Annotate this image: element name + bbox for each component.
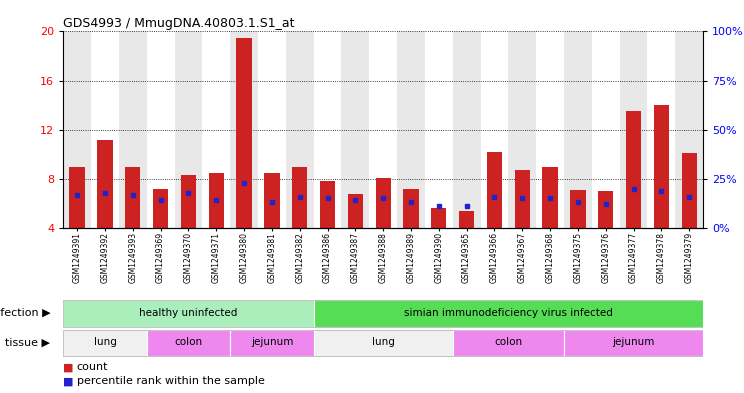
Bar (397, 31, 425, 228)
Text: ■: ■ (63, 376, 74, 386)
Bar (264, 173, 280, 228)
Bar (626, 111, 641, 228)
Bar (230, 31, 258, 228)
Bar (403, 189, 419, 228)
Text: jejunum: jejunum (251, 337, 293, 347)
Bar (341, 31, 369, 228)
Bar (452, 330, 564, 356)
Text: GDS4993 / MmugDNA.40803.1.S1_at: GDS4993 / MmugDNA.40803.1.S1_at (63, 17, 295, 30)
Bar (292, 167, 307, 228)
Bar (286, 31, 314, 228)
Bar (347, 193, 363, 228)
Text: colon: colon (174, 337, 202, 347)
Bar (230, 330, 314, 356)
Bar (564, 31, 591, 228)
Bar (676, 31, 703, 228)
Bar (459, 211, 474, 228)
Bar (682, 153, 697, 228)
Bar (508, 31, 536, 228)
Bar (63, 330, 147, 356)
Bar (69, 167, 85, 228)
Bar (542, 167, 558, 228)
Bar (147, 330, 230, 356)
Bar (425, 31, 452, 228)
Bar (119, 31, 147, 228)
Bar (97, 140, 112, 228)
Bar (314, 330, 452, 356)
Bar (620, 31, 647, 228)
Bar (376, 178, 391, 228)
Bar (258, 31, 286, 228)
Bar (181, 175, 196, 228)
Bar (125, 167, 141, 228)
Bar (654, 105, 669, 228)
Bar (647, 31, 676, 228)
Bar (431, 208, 446, 228)
Bar (515, 170, 530, 228)
Bar (202, 31, 230, 228)
Bar (208, 173, 224, 228)
Bar (320, 181, 335, 228)
Bar (570, 190, 586, 228)
Text: jejunum: jejunum (612, 337, 655, 347)
Bar (237, 38, 251, 228)
Text: count: count (77, 362, 108, 373)
Text: percentile rank within the sample: percentile rank within the sample (77, 376, 265, 386)
Bar (63, 300, 314, 327)
Text: infection ▶: infection ▶ (0, 308, 51, 318)
Bar (481, 31, 508, 228)
Bar (314, 31, 341, 228)
Bar (564, 330, 703, 356)
Text: tissue ▶: tissue ▶ (5, 337, 51, 347)
Bar (591, 31, 620, 228)
Bar (452, 31, 481, 228)
Bar (314, 300, 703, 327)
Bar (91, 31, 119, 228)
Text: lung: lung (372, 337, 394, 347)
Text: healthy uninfected: healthy uninfected (139, 308, 237, 318)
Text: colon: colon (494, 337, 522, 347)
Text: lung: lung (94, 337, 116, 347)
Bar (598, 191, 613, 228)
Bar (153, 189, 168, 228)
Bar (175, 31, 202, 228)
Text: simian immunodeficiency virus infected: simian immunodeficiency virus infected (404, 308, 613, 318)
Bar (487, 152, 502, 228)
Bar (536, 31, 564, 228)
Text: ■: ■ (63, 362, 74, 373)
Bar (63, 31, 91, 228)
Bar (369, 31, 397, 228)
Bar (147, 31, 175, 228)
